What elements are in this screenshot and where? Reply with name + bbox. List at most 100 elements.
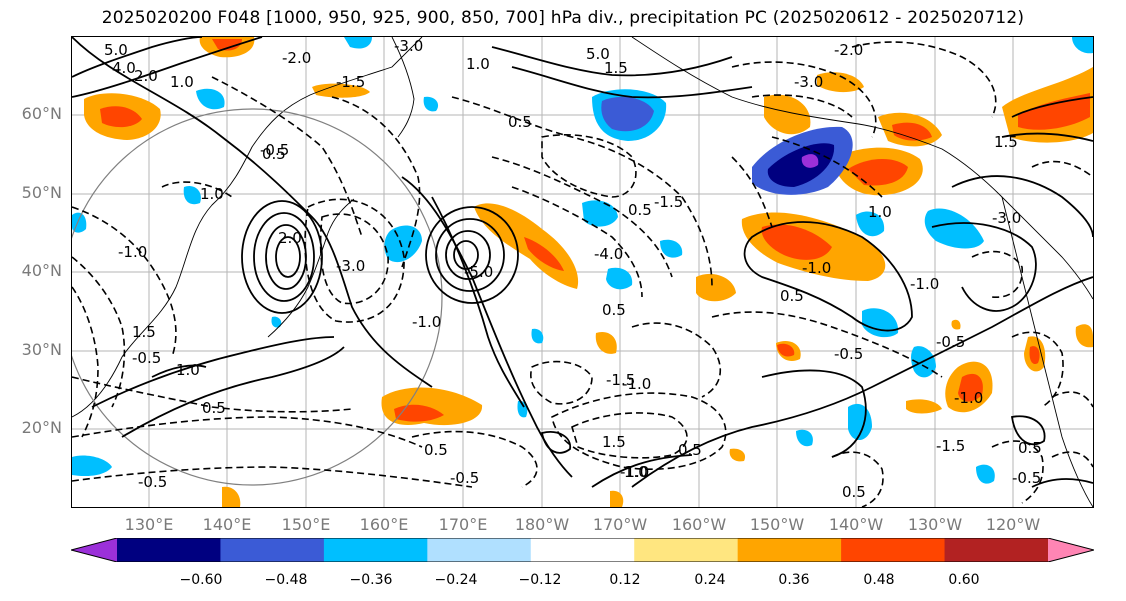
colorbar-tick-label: 0.48 bbox=[863, 572, 895, 588]
precip-blob bbox=[344, 37, 372, 49]
contour-label: -0.5 bbox=[138, 473, 167, 491]
contour-line bbox=[1051, 451, 1093, 468]
contour-label: 0.5 bbox=[202, 399, 226, 417]
lat-label: 50°N bbox=[21, 183, 62, 202]
contour-line bbox=[511, 186, 643, 298]
contour-label: -0.5 bbox=[260, 141, 289, 159]
precip-blob bbox=[817, 72, 864, 93]
precip-blob bbox=[312, 83, 370, 98]
alaska-coast bbox=[631, 37, 1093, 300]
precip-blob bbox=[606, 267, 633, 290]
map-plot: 5.0 4.0 2.0 1.0 -2.0 -1.5 -3.0 1.0 5.0 1… bbox=[72, 37, 1093, 507]
colorbar-segment bbox=[634, 538, 739, 562]
lon-label: 150°E bbox=[281, 515, 331, 534]
na-coast bbox=[1001, 196, 1093, 507]
contour-ring bbox=[253, 212, 315, 302]
contour-label: -3.0 bbox=[336, 257, 365, 275]
contour-line bbox=[551, 392, 727, 470]
lat-label: 60°N bbox=[21, 104, 62, 123]
lon-label: 130°W bbox=[907, 515, 963, 534]
lon-label: 140°E bbox=[202, 515, 252, 534]
contour-line bbox=[1001, 132, 1093, 142]
precip-blob bbox=[1072, 37, 1093, 54]
contour-line bbox=[72, 286, 99, 438]
precip-blob bbox=[958, 373, 983, 402]
precip-blob bbox=[531, 328, 544, 344]
contour-line bbox=[530, 360, 593, 405]
contour-line bbox=[1011, 96, 1093, 118]
colorbar-segment bbox=[220, 538, 325, 562]
contour-line bbox=[72, 37, 203, 78]
colorbar-extend-low bbox=[71, 538, 117, 562]
precip-blob bbox=[582, 200, 618, 227]
contour-label: 5.0 bbox=[104, 41, 128, 59]
contour-line bbox=[72, 256, 126, 408]
precip-blob bbox=[892, 122, 932, 141]
contour-line bbox=[511, 66, 753, 99]
contour-label: 0.5 bbox=[678, 441, 702, 459]
contour-label: -1.5 bbox=[336, 73, 365, 91]
lat-label: 30°N bbox=[21, 340, 62, 359]
contour-line bbox=[72, 206, 177, 358]
colorbar-tick-label: −0.36 bbox=[349, 572, 393, 588]
lat-label: 40°N bbox=[21, 261, 62, 280]
contour-label: 2.0 bbox=[134, 67, 158, 85]
colorbar-segment bbox=[427, 538, 532, 562]
contour-line bbox=[121, 346, 345, 438]
contour-line bbox=[831, 451, 884, 507]
contour-line bbox=[711, 311, 943, 378]
contour-label: -1.0 bbox=[910, 275, 939, 293]
contour-line bbox=[1051, 391, 1093, 408]
precip-blob bbox=[729, 448, 746, 462]
precip-blob bbox=[777, 343, 795, 357]
contour-label: 1.0 bbox=[624, 463, 648, 481]
contour-line bbox=[451, 96, 713, 288]
contour-line bbox=[1010, 415, 1046, 446]
asia-coast bbox=[72, 37, 423, 418]
contour-line bbox=[991, 440, 1044, 504]
contour-line bbox=[731, 156, 773, 228]
contour-label: -2.0 bbox=[834, 41, 863, 59]
precip-blob bbox=[1029, 346, 1040, 365]
contour-label: 1.0 bbox=[868, 203, 892, 221]
contour-label: 1.0 bbox=[200, 185, 224, 203]
contour-label: 1.0 bbox=[466, 55, 490, 73]
lon-label: 160°W bbox=[671, 515, 727, 534]
precip-blob bbox=[196, 88, 225, 110]
colorbar-segment bbox=[323, 538, 428, 562]
contour-label: 0.5 bbox=[842, 483, 866, 501]
contour-label: 4.0 bbox=[112, 59, 136, 77]
contour-label: 1.5 bbox=[994, 133, 1018, 151]
contour-label: -5.0 bbox=[464, 263, 493, 281]
precip-blob bbox=[906, 399, 942, 414]
contour-line bbox=[540, 431, 571, 454]
contour-label: -0.5 bbox=[132, 349, 161, 367]
contour-label: -1.5 bbox=[936, 437, 965, 455]
contour-label: -0.5 bbox=[1012, 469, 1041, 487]
contour-label: -1.0 bbox=[802, 259, 831, 277]
contour-label: -2.0 bbox=[282, 49, 311, 67]
colorbar bbox=[71, 538, 1094, 562]
map-title: 2025020200 F048 [1000, 950, 925, 900, 85… bbox=[101, 8, 1025, 28]
dashed-contours bbox=[72, 41, 1093, 507]
contour-line bbox=[731, 61, 877, 138]
contour-line bbox=[491, 156, 673, 278]
map-panel: 5.0 4.0 2.0 1.0 -2.0 -1.5 -3.0 1.0 5.0 1… bbox=[71, 36, 1094, 508]
solid-contours bbox=[72, 37, 1093, 488]
contour-ring bbox=[445, 230, 491, 280]
contour-line bbox=[631, 322, 721, 398]
precip-blob bbox=[474, 203, 579, 289]
precip-blob bbox=[517, 400, 528, 418]
precip-blob bbox=[976, 464, 995, 484]
lon-label: 140°W bbox=[828, 515, 884, 534]
contour-line bbox=[151, 364, 207, 378]
contour-value-labels: 5.0 4.0 2.0 1.0 -2.0 -1.5 -3.0 1.0 5.0 1… bbox=[104, 37, 1042, 501]
contour-line bbox=[591, 454, 693, 488]
contour-label: 0.5 bbox=[424, 441, 448, 459]
contour-label: -1.0 bbox=[954, 389, 983, 407]
precip-blob bbox=[761, 224, 832, 260]
colorbar-segment bbox=[117, 538, 221, 562]
precip-blob bbox=[595, 331, 617, 354]
precip-blob bbox=[524, 237, 564, 271]
precip-blob bbox=[394, 404, 444, 422]
